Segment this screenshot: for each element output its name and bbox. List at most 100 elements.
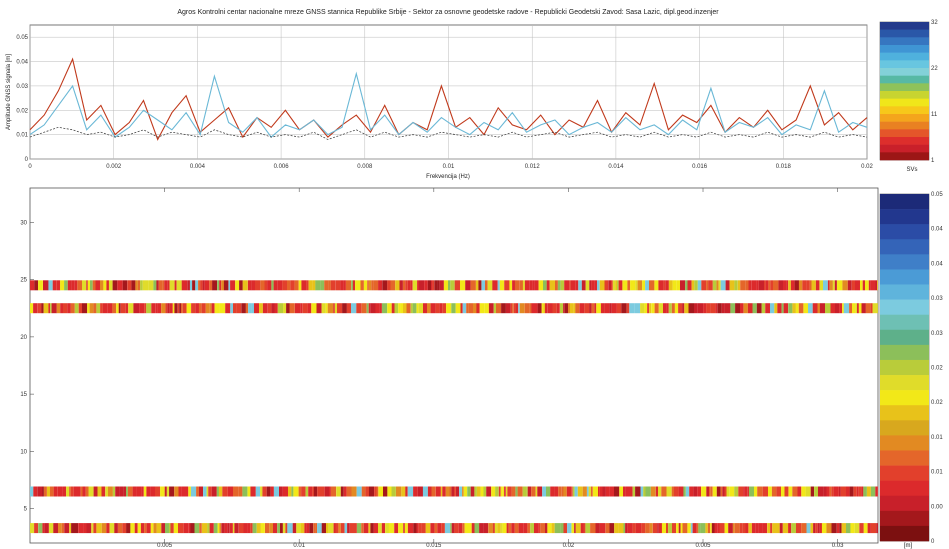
heatmap-cell: [798, 303, 804, 314]
heatmap-cell: [137, 523, 141, 534]
heatmap-cell: [770, 280, 773, 291]
heatmap-cell: [214, 303, 220, 314]
heatmap-cell: [567, 523, 572, 534]
heatmap-cell: [775, 523, 780, 534]
heatmap-row: [30, 280, 878, 291]
heatmap-cell: [832, 280, 835, 291]
colorbar-amplitude-segment: [880, 450, 929, 466]
heatmap-cell: [560, 280, 565, 291]
heatmap-cell: [366, 303, 369, 314]
heatmap-cell: [719, 523, 725, 534]
heatmap-cell: [696, 523, 699, 534]
heatmap-cell: [572, 486, 575, 497]
heatmap-cell: [346, 303, 349, 314]
heatmap-cell: [69, 523, 72, 534]
heatmap-cell: [131, 280, 136, 291]
heatmap-cell: [165, 303, 168, 314]
heatmap-cell: [563, 303, 565, 314]
heatmap-cell: [234, 523, 239, 534]
heatmap-cell: [97, 486, 102, 497]
heatmap-cell: [854, 523, 860, 534]
top-x-tick-label: 0.012: [525, 164, 541, 170]
heatmap-cell: [481, 280, 485, 291]
heatmap-cell: [96, 303, 101, 314]
heatmap-cell: [658, 303, 663, 314]
heatmap-cell: [582, 486, 587, 497]
heatmap-cell: [157, 303, 162, 314]
heatmap-cell: [648, 486, 651, 497]
heatmap-cell: [190, 486, 197, 497]
heatmap-cell: [649, 303, 652, 314]
heatmap-cell: [505, 486, 508, 497]
heatmap-cell: [676, 523, 679, 534]
heatmap-cell: [42, 486, 44, 497]
colorbar-svs-segment: [880, 37, 929, 46]
heatmap-cell: [227, 523, 230, 534]
heatmap-cell: [563, 486, 567, 497]
heatmap-cell: [524, 280, 530, 291]
heatmap-cell: [122, 523, 127, 534]
heatmap-cell: [61, 523, 65, 534]
heatmap-cell: [471, 523, 475, 534]
heatmap-cell: [230, 280, 236, 291]
heatmap-cell: [434, 280, 438, 291]
heatmap-cell: [267, 303, 272, 314]
heatmap-cell: [595, 523, 600, 534]
heatmap-cell: [304, 523, 307, 534]
colorbar-amplitude-tick-label: 0.00: [931, 504, 943, 510]
heatmap-cell: [70, 303, 75, 314]
heatmap-cell: [813, 523, 816, 534]
heatmap-cell: [809, 280, 812, 291]
heatmap-cell: [56, 303, 61, 314]
heatmap-cell: [169, 280, 175, 291]
heatmap-cell: [302, 303, 308, 314]
heatmap-cell: [792, 486, 798, 497]
heatmap-cell: [546, 486, 551, 497]
heatmap-cell: [93, 523, 97, 534]
heatmap-cell: [810, 523, 814, 534]
heatmap-cell: [406, 303, 411, 314]
heatmap-cell: [710, 303, 716, 314]
heatmap-cell: [835, 303, 840, 314]
heatmap-cell: [635, 523, 642, 534]
heatmap-cell: [564, 303, 569, 314]
heatmap-cell: [196, 486, 199, 497]
heatmap-cell: [418, 523, 422, 534]
heatmap-cell: [100, 303, 103, 314]
heatmap-cell: [861, 486, 864, 497]
heatmap-cell: [771, 486, 777, 497]
heatmap-cell: [714, 523, 718, 534]
heatmap-cell: [287, 280, 291, 291]
heatmap-cell: [77, 486, 81, 497]
heatmap-cell: [663, 303, 667, 314]
heatmap-cell: [439, 303, 443, 314]
heatmap-cell: [343, 280, 346, 291]
colorbar-svs-segment: [880, 106, 929, 115]
heatmap-cell: [422, 486, 428, 497]
heatmap-cell: [581, 280, 586, 291]
heatmap-cell: [866, 486, 871, 497]
heatmap-cell: [794, 280, 799, 291]
heatmap-cell: [483, 486, 487, 497]
heatmap-cell: [740, 486, 744, 497]
heatmap-cell: [315, 280, 321, 291]
heatmap-cell: [496, 303, 502, 314]
heatmap-cell: [120, 303, 126, 314]
heatmap-cell: [852, 303, 856, 314]
heatmap-cell: [100, 280, 104, 291]
heatmap-cell: [770, 523, 773, 534]
heatmap-cell: [44, 523, 49, 534]
heatmap-cell: [283, 303, 287, 314]
heatmap-cell: [274, 303, 278, 314]
heatmap-cell: [851, 280, 855, 291]
heatmap-cell: [546, 280, 550, 291]
heatmap-cell: [640, 486, 644, 497]
heatmap-cell: [510, 303, 513, 314]
heatmap-cell: [134, 523, 138, 534]
heatmap-cell: [568, 303, 570, 314]
heatmap-cell: [465, 280, 471, 291]
heatmap-cell: [645, 523, 650, 534]
heatmap-cell: [618, 523, 624, 534]
heatmap-cell: [209, 303, 212, 314]
heatmap-cell: [543, 280, 547, 291]
